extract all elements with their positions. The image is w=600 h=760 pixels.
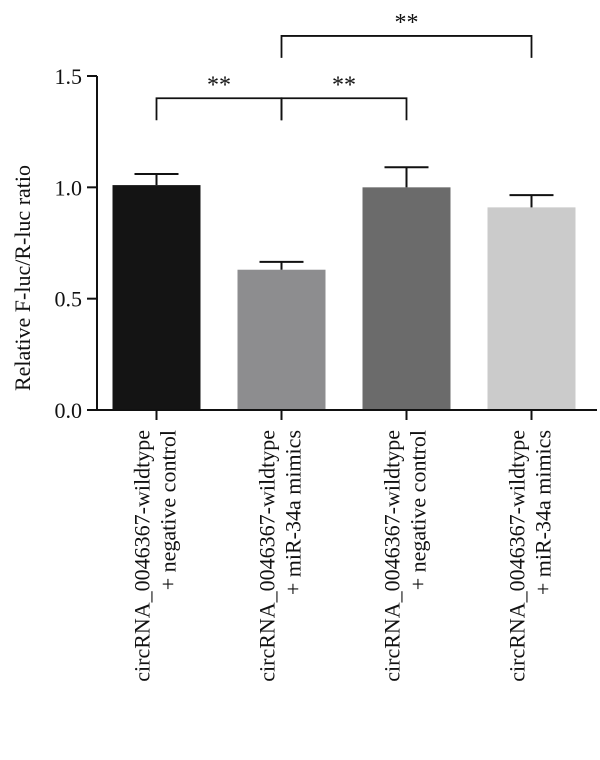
- x-category-label-4-line-1: circRNA_0046367-wildtype: [505, 430, 530, 682]
- x-category-label-1-line-2: + negative control: [156, 430, 181, 590]
- y-tick-label-1: 0.0: [55, 398, 83, 423]
- bar-4: [487, 207, 576, 410]
- axes-group: [87, 75, 597, 420]
- x-category-label-4: circRNA_0046367-wildtype+ miR-34a mimics: [505, 430, 556, 682]
- x-category-label-2: circRNA_0046367-wildtype+ miR-34a mimics: [255, 430, 306, 682]
- labels-group: 0.0 0.5 1.0 1.5 Relative F-luc/R-luc ratio ci…: [10, 64, 556, 682]
- bars-group: [112, 185, 576, 410]
- bar-2: [237, 269, 326, 410]
- significance-bracket-1: [155, 97, 283, 121]
- significance-label-2: **: [332, 72, 356, 98]
- y-tick-label-2: 0.5: [55, 287, 83, 312]
- bar-3: [362, 187, 451, 410]
- error-bars-group: [134, 166, 554, 270]
- y-tick-label-4: 1.5: [55, 64, 83, 89]
- x-category-label-3-line-1: circRNA_0046367-wildtype: [380, 430, 405, 682]
- x-category-label-1: circRNA_0046367-wildtype+ negative contr…: [130, 430, 181, 682]
- x-category-label-2-line-2: + miR-34a mimics: [281, 430, 306, 595]
- significance-label-1: **: [207, 72, 231, 98]
- significance-group: ** ** **: [155, 10, 533, 121]
- y-tick-label-3: 1.0: [55, 175, 83, 200]
- y-axis-title: Relative F-luc/R-luc ratio: [10, 165, 35, 391]
- significance-bracket-2: [280, 97, 408, 121]
- significance-label-3: **: [395, 10, 419, 36]
- bar-1: [112, 185, 201, 410]
- x-category-label-4-line-2: + miR-34a mimics: [531, 430, 556, 595]
- significance-bracket-3: [280, 35, 533, 58]
- x-category-label-3-line-2: + negative control: [406, 430, 431, 590]
- x-category-label-2-line-1: circRNA_0046367-wildtype: [255, 430, 280, 682]
- x-category-label-1-line-1: circRNA_0046367-wildtype: [130, 430, 155, 682]
- x-category-label-3: circRNA_0046367-wildtype+ negative contr…: [380, 430, 431, 682]
